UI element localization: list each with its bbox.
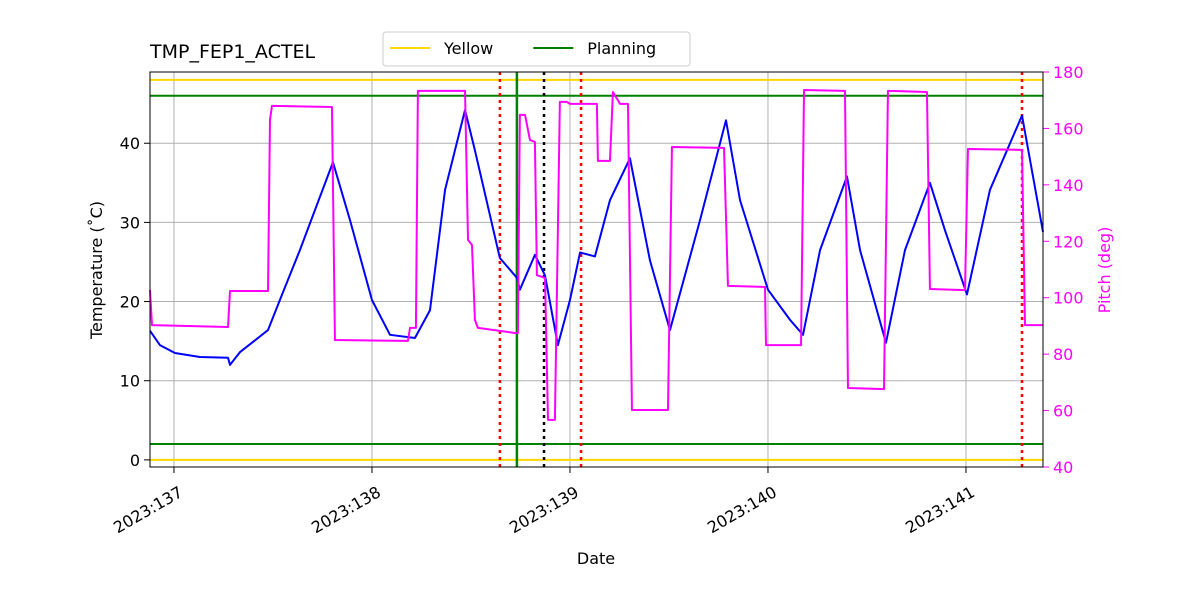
x-tick-label: 2023:139 [506, 482, 582, 537]
chart-title: TMP_FEP1_ACTEL [149, 41, 315, 63]
y2-tick-label: 120 [1053, 232, 1084, 251]
y-tick-label: 20 [120, 293, 140, 312]
x-tick-label: 2023:138 [308, 482, 384, 537]
data-line [149, 109, 1044, 366]
legend-label: Yellow [443, 39, 493, 58]
legend-label: Planning [587, 39, 656, 58]
y2-tick-label: 160 [1053, 119, 1084, 138]
y2-tick-label: 60 [1053, 402, 1073, 421]
y2-tick-label: 180 [1053, 63, 1084, 82]
x-tick-label: 2023:137 [110, 482, 186, 537]
x-tick-label: 2023:140 [704, 482, 780, 537]
data-line [149, 89, 1043, 421]
y-tick-label: 0 [130, 451, 140, 470]
y2-tick-label: 100 [1053, 289, 1084, 308]
y2-tick-label: 40 [1053, 458, 1073, 477]
y-axis-label: Temperature (˚C) [87, 201, 106, 340]
x-axis-label: Date [577, 549, 615, 568]
plot-frame [149, 71, 1044, 468]
y2-axis-label: Pitch (deg) [1095, 227, 1114, 314]
x-tick-label: 2023:141 [902, 482, 978, 537]
y-tick-label: 30 [120, 213, 140, 232]
y2-tick-label: 140 [1053, 176, 1084, 195]
y-tick-label: 40 [120, 134, 140, 153]
y2-tick-label: 80 [1053, 345, 1073, 364]
y-tick-label: 10 [120, 372, 140, 391]
